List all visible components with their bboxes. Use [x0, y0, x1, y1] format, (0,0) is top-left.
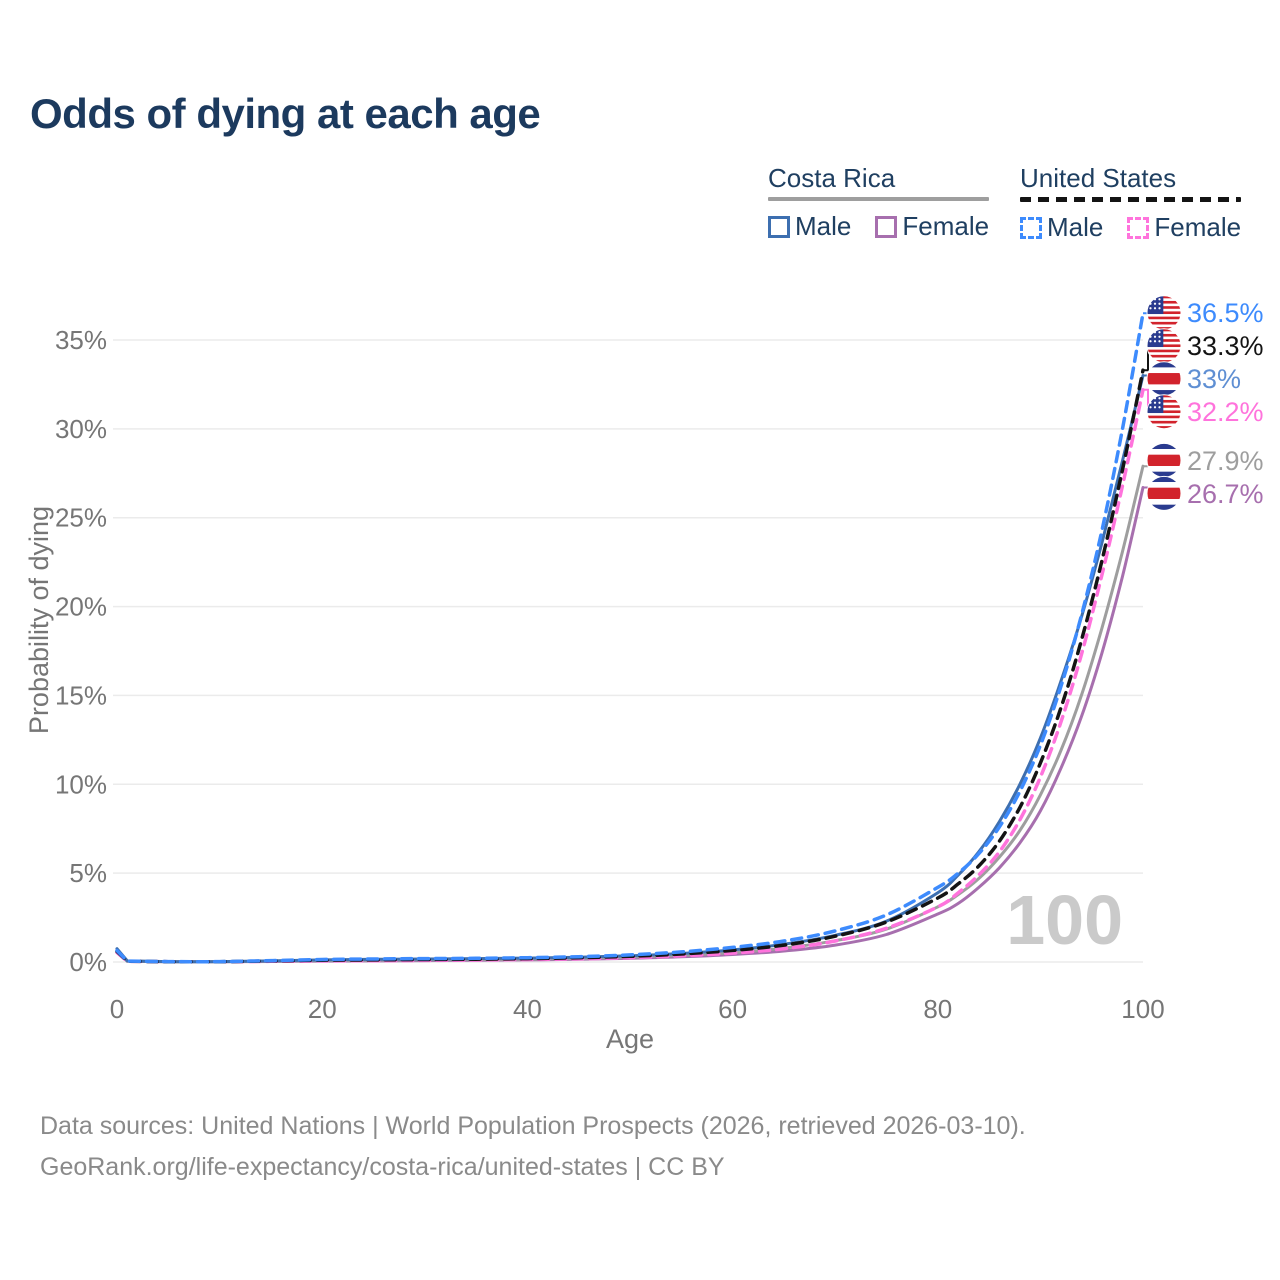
costa-rica-female-swatch-icon[interactable]: [875, 215, 898, 238]
legend-group-title-united-states: United States: [1020, 163, 1242, 202]
us-flag-icon: [1146, 328, 1182, 364]
page-title: Odds of dying at each age: [30, 90, 541, 137]
footer-attribution-link: GeoRank.org/life-expectancy/costa-rica/u…: [40, 1153, 725, 1181]
us-flag-icon: [1146, 394, 1182, 430]
us-flag-icon: [1146, 295, 1182, 331]
line-chart[interactable]: 0% 5% 10% 15% 20% 25% 30% 35% 0 20 40 60 80 100 Age Pro…: [0, 0, 1280, 1080]
united-states-female-swatch-icon[interactable]: [1127, 216, 1150, 239]
y-tick-label: 35%: [55, 325, 107, 355]
legend-item-costa-rica-male[interactable]: Male: [768, 211, 851, 242]
y-tick-label: 5%: [69, 858, 107, 888]
costa-rica-total-line-swatch: [768, 197, 990, 201]
age-watermark: 100: [1006, 881, 1123, 959]
legend-group-united-states: United States Male Female: [1020, 163, 1242, 243]
united-states-male-swatch-icon[interactable]: [1020, 216, 1042, 239]
costa-rica-male-swatch-icon[interactable]: [768, 215, 790, 238]
united-states-total-line-swatch: [1020, 197, 1242, 202]
series-line-cr_total[interactable]: [115, 464, 1145, 964]
end-label-us_female: 32.2%: [1187, 397, 1264, 427]
x-tick-label: 40: [513, 994, 542, 1024]
series-line-us_male[interactable]: [115, 311, 1145, 964]
legend-group-costa-rica: Costa Rica Male Female: [768, 163, 990, 242]
end-label-us_total: 33.3%: [1187, 331, 1264, 361]
y-tick-label: 30%: [55, 414, 107, 444]
legend-item-united-states-female[interactable]: Female: [1127, 212, 1241, 243]
legend-item-united-states-male[interactable]: Male: [1020, 212, 1103, 243]
y-axis-title: Probability of dying: [24, 506, 54, 734]
x-tick-label: 100: [1121, 994, 1164, 1024]
x-tick-label: 0: [110, 994, 124, 1024]
y-tick-label: 10%: [55, 769, 107, 799]
x-tick-label: 80: [923, 994, 952, 1024]
end-label-cr_female: 26.7%: [1187, 479, 1264, 509]
x-axis-title: Age: [606, 1024, 654, 1054]
chart-canvas[interactable]: 0% 5% 10% 15% 20% 25% 30% 35% 0 20 40 60 80 100 Age Pro…: [0, 0, 1280, 1080]
costa-rica-flag-icon: [1146, 361, 1182, 397]
legend-group-title-costa-rica: Costa Rica: [768, 163, 990, 201]
end-label-us_male: 36.5%: [1187, 298, 1264, 328]
end-label-cr_total: 27.9%: [1187, 446, 1264, 476]
end-label-cr_male: 33%: [1187, 364, 1241, 394]
y-tick-label: 15%: [55, 680, 107, 710]
series-line-us_female[interactable]: [115, 388, 1145, 964]
x-tick-label: 20: [308, 994, 337, 1024]
footer-data-sources: Data sources: United Nations | World Pop…: [40, 1112, 1026, 1140]
costa-rica-flag-icon: [1146, 442, 1182, 478]
costa-rica-flag-icon: [1146, 475, 1182, 511]
y-tick-label: 0%: [69, 947, 107, 977]
series-line-cr_female[interactable]: [115, 486, 1145, 964]
x-tick-label: 60: [718, 994, 747, 1024]
footer: Data sources: United Nations | World Pop…: [40, 1106, 1026, 1188]
y-tick-label: 25%: [55, 503, 107, 533]
legend-item-costa-rica-female[interactable]: Female: [875, 211, 989, 242]
y-tick-label: 20%: [55, 592, 107, 622]
